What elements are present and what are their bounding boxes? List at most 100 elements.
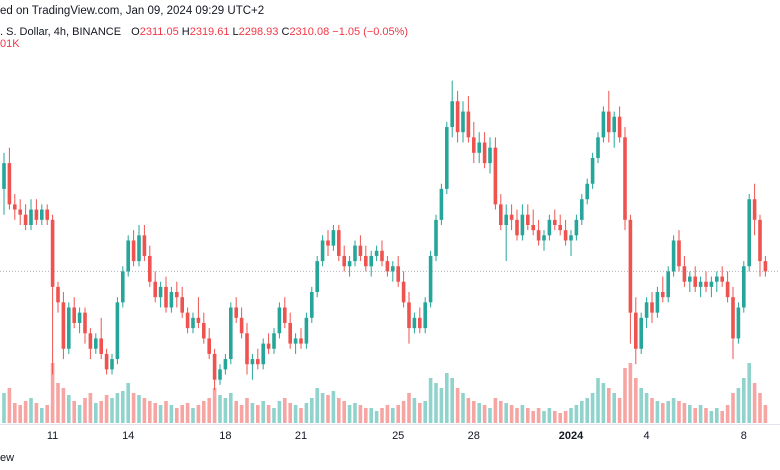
candle-body	[169, 292, 174, 308]
footer-label: ew	[0, 452, 15, 464]
volume-bar	[531, 411, 535, 423]
low-label: L	[232, 26, 239, 38]
ohlc-legend: . S. Dollar, 4h, BINANCE O2311.05 H2319.…	[0, 26, 408, 38]
volume-bar	[158, 405, 163, 423]
volume-bar	[736, 388, 741, 423]
candle-body	[342, 255, 346, 267]
volume-bar	[580, 401, 584, 423]
candle-body	[337, 230, 341, 256]
x-tick-label: 4	[643, 430, 650, 442]
volume-bar	[731, 393, 735, 423]
x-tick-label: 11	[46, 430, 59, 442]
candle-body	[369, 255, 373, 267]
candle-body	[418, 317, 422, 329]
volume-bar	[601, 383, 606, 423]
candle-body	[677, 240, 681, 267]
candle-body	[45, 209, 49, 220]
volume-bar	[126, 383, 130, 423]
candle-body	[428, 255, 433, 303]
volume-bar	[299, 408, 303, 423]
candle-body	[482, 142, 487, 164]
candle-body	[266, 343, 271, 349]
candle-body	[628, 219, 633, 313]
candle-body	[477, 142, 481, 153]
volume-bar	[634, 378, 638, 423]
volume-bar	[742, 378, 746, 423]
candle-body	[758, 219, 762, 262]
volume-bar	[526, 408, 530, 423]
volume-bar	[83, 398, 87, 423]
candle-body	[401, 281, 406, 303]
candle-body	[655, 292, 660, 313]
candle-body	[142, 235, 147, 256]
volume-bar	[488, 408, 492, 423]
volume-bar	[617, 398, 622, 423]
x-tick-label: 21	[294, 430, 308, 442]
candle-body	[239, 317, 244, 334]
candlestick-chart[interactable]	[0, 0, 780, 425]
candle-body	[40, 209, 44, 220]
volume-bar	[623, 368, 627, 423]
volume-bar	[455, 388, 460, 423]
candle-body	[347, 261, 352, 267]
volume-bar	[56, 383, 60, 423]
candle-body	[61, 302, 66, 349]
candle-body	[283, 307, 287, 323]
candle-body	[709, 281, 714, 287]
volume-bar	[671, 398, 676, 423]
published-text: ed on TradingView.com, Jan 09, 2024 09:2…	[0, 5, 265, 17]
x-tick-label: 14	[122, 430, 135, 442]
candle-body	[585, 183, 589, 200]
candle-body	[542, 235, 546, 241]
candle-body	[590, 157, 595, 184]
volume-bar	[639, 388, 643, 423]
candle-body	[520, 214, 525, 236]
volume-bar	[331, 391, 336, 423]
candle-body	[698, 281, 703, 287]
volume-bar	[110, 398, 114, 423]
candle-body	[13, 204, 17, 210]
volume-bar	[337, 398, 341, 423]
candle-body	[56, 286, 60, 303]
volume-bar	[364, 408, 368, 423]
candle-body	[547, 219, 552, 236]
candle-body	[293, 338, 298, 344]
candle-body	[153, 281, 157, 298]
volume-bar	[650, 398, 654, 423]
candle-body	[682, 266, 687, 282]
volume-bar	[72, 401, 76, 423]
candle-body	[580, 199, 584, 220]
candle-body	[666, 271, 670, 298]
symbol-label: . S. Dollar, 4h, BINANCE	[0, 26, 122, 38]
candle-body	[234, 307, 238, 318]
volume-bar	[380, 408, 384, 423]
volume-bar	[191, 408, 195, 423]
candle-body	[272, 333, 276, 349]
volume-bar	[137, 395, 141, 423]
candle-body	[256, 359, 260, 365]
volume-bar	[374, 411, 379, 423]
candle-body	[374, 250, 379, 256]
volume-bar	[585, 398, 589, 423]
candle-body	[148, 255, 152, 282]
volume-bar	[169, 405, 174, 423]
candle-body	[277, 307, 282, 334]
change-value: −1.05 (−0.05%)	[332, 26, 409, 38]
volume-bar	[256, 405, 260, 423]
volume-bar	[677, 401, 681, 423]
candle-body	[2, 163, 6, 189]
candle-body	[34, 209, 39, 220]
volume-bar	[40, 408, 44, 423]
candle-body	[196, 317, 201, 323]
candle-body	[158, 286, 163, 298]
volume-bar	[369, 408, 373, 423]
volume-bar	[310, 398, 314, 423]
candle-body	[315, 261, 319, 293]
candle-body	[569, 235, 573, 241]
volume-bar	[515, 408, 519, 423]
volume-bar	[61, 388, 66, 423]
candle-body	[752, 199, 757, 220]
volume-bar	[358, 405, 363, 423]
volume-bar	[590, 393, 595, 423]
volume-bar	[45, 405, 49, 423]
